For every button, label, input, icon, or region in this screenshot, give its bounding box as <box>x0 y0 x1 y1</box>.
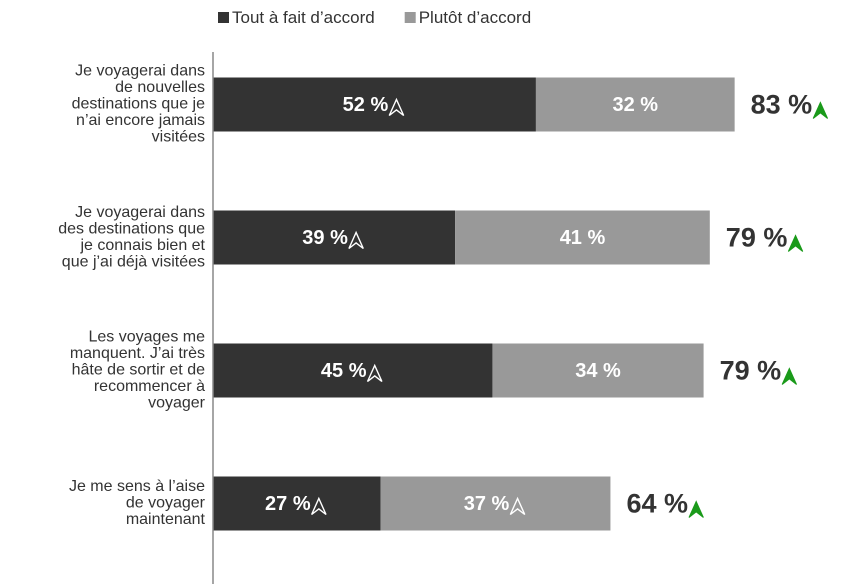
bar-segment <box>213 77 536 132</box>
category-label: de nouvelles <box>115 79 205 96</box>
category-label: de voyager <box>126 495 206 512</box>
legend-label: Plutôt d’accord <box>419 8 531 27</box>
category-label: Je me sens à l’aise <box>69 478 205 495</box>
category-label: n’ai encore jamais <box>76 112 205 129</box>
bar-segment <box>492 343 704 398</box>
bar-segment <box>213 476 381 531</box>
arrow-icon <box>509 496 526 516</box>
category-label: Les voyages me <box>88 329 205 346</box>
arrow-icon <box>366 363 383 383</box>
arrow-icon <box>688 500 704 518</box>
bar-segment <box>535 77 735 132</box>
arrow-icon <box>812 101 829 119</box>
arrow-icon <box>787 234 804 252</box>
value-label: 34 % <box>575 360 621 382</box>
total-label: 64 % <box>626 489 688 519</box>
value-label: 27 % <box>265 493 311 515</box>
value-label: 37 % <box>464 493 510 515</box>
legend-label: Tout à fait d’accord <box>232 8 375 27</box>
category-label: Je voyagerai dans <box>75 63 205 80</box>
category-label: que j’ai déjà visitées <box>62 253 205 270</box>
category-label: visitées <box>152 129 205 146</box>
category-label: Je voyagerai dans <box>75 204 205 221</box>
total-label: 79 % <box>726 223 788 253</box>
category-label: destinations que je <box>72 96 206 113</box>
bar-segment <box>213 343 493 398</box>
arrow-icon <box>388 97 405 117</box>
arrow-icon <box>781 367 797 385</box>
bar-segment <box>380 476 611 531</box>
category-label: je connais bien et <box>79 237 205 254</box>
legend-swatch <box>218 12 229 23</box>
arrow-icon <box>348 230 364 250</box>
bar-segment <box>455 210 710 265</box>
value-label: 41 % <box>560 227 606 249</box>
category-label: manquent. J’ai très <box>70 345 205 362</box>
category-label: voyager <box>148 395 206 412</box>
value-label: 45 % <box>321 360 367 382</box>
category-label: recommencer à <box>94 378 205 395</box>
total-label: 79 % <box>720 356 782 386</box>
value-label: 39 % <box>302 227 348 249</box>
legend-swatch <box>404 12 416 23</box>
arrow-icon <box>310 496 327 516</box>
category-label: maintenant <box>126 511 206 528</box>
total-label: 83 % <box>751 90 813 120</box>
category-label: des destinations que <box>58 220 205 237</box>
bar-segment <box>213 210 456 265</box>
value-label: 52 % <box>343 94 389 116</box>
value-label: 32 % <box>612 94 658 116</box>
category-label: hâte de sortir et de <box>72 362 206 379</box>
